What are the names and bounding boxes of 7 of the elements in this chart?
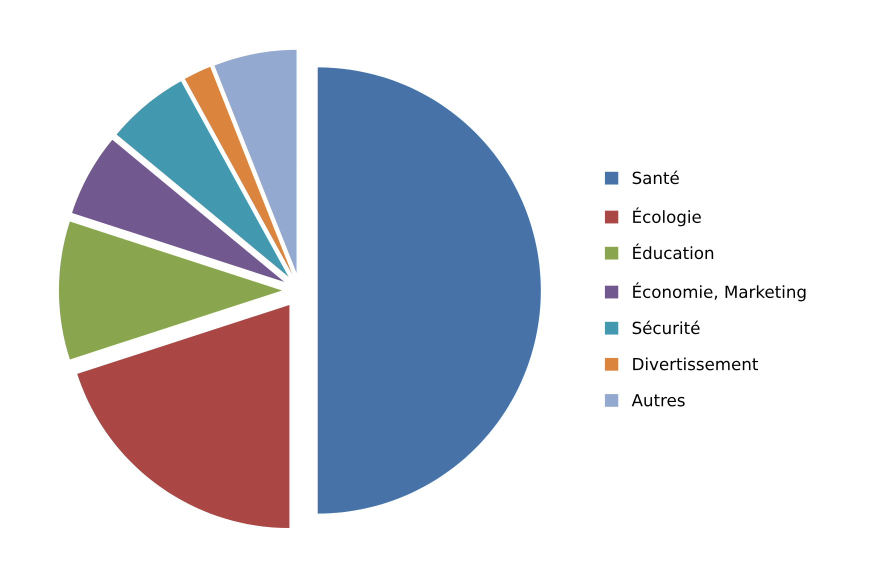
legend-label: Autres <box>632 394 685 406</box>
legend-label: Écologie <box>633 207 701 226</box>
legend-label: Économie, Marketing <box>633 282 806 302</box>
legend-label: Éducation <box>633 244 714 260</box>
legend-label: Divertissement <box>633 357 758 370</box>
legend-label: Sécurité <box>632 320 700 334</box>
legend-label: Santé <box>632 170 679 184</box>
